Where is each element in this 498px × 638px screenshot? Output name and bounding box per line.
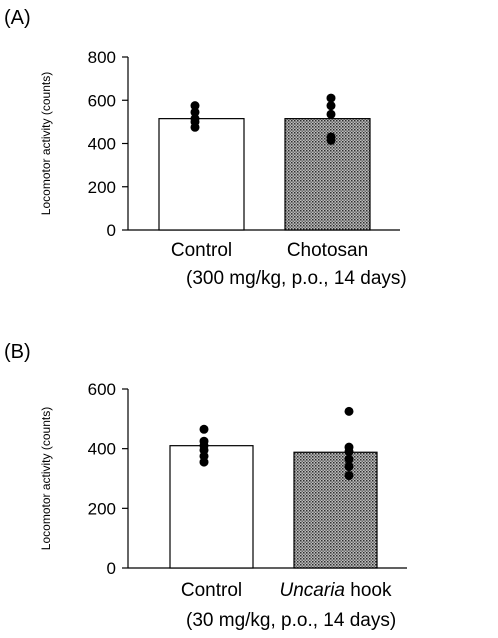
bar-2 [293, 451, 378, 569]
category-text-part: Control [181, 580, 242, 601]
data-point [326, 93, 336, 103]
category-text-part: Chotosan [287, 240, 368, 261]
y-axis-label: Locomotor activity (counts) [39, 72, 53, 215]
y-tick-label: 400 [88, 440, 116, 459]
category-label: Uncaria hook [280, 580, 392, 601]
data-point [190, 101, 200, 111]
category-label: Chotosan [287, 240, 368, 261]
data-point [344, 454, 354, 464]
category-text-part: Control [171, 240, 232, 261]
y-tick-label: 400 [88, 135, 116, 154]
category-label: Control [171, 240, 232, 261]
y-tick-label: 0 [107, 221, 116, 240]
y-tick-label: 200 [88, 178, 116, 197]
y-tick-label: 800 [88, 48, 116, 67]
treatment-note: (300 mg/kg, p.o., 14 days) [186, 268, 407, 289]
y-axis-label: Locomotor activity (counts) [39, 407, 53, 550]
bar-1 [169, 445, 254, 569]
data-point [190, 122, 200, 132]
y-tick-label: 600 [88, 380, 116, 399]
data-point [344, 462, 354, 472]
data-point [199, 424, 209, 434]
data-point [190, 107, 200, 117]
y-tick-label: 600 [88, 91, 116, 110]
panel-label: (A) [4, 7, 31, 29]
data-point [326, 101, 336, 111]
data-point [344, 447, 354, 457]
panel-b-chart: (B) 0 200 400 600 Locomotor activity (counts)… [4, 341, 407, 631]
y-tick-label: 0 [107, 559, 116, 578]
y-tick-label: 200 [88, 499, 116, 518]
category-label: Control [181, 580, 242, 601]
category-italic-part: Uncaria [280, 580, 345, 601]
data-point [326, 135, 336, 145]
treatment-note: (30 mg/kg, p.o., 14 days) [186, 610, 396, 631]
panel-a-chart: (A) 0 200 400 600 800 Locomotor activity (coun… [4, 7, 407, 289]
category-text-part: hook [350, 580, 392, 601]
data-point [344, 406, 354, 416]
data-point [199, 457, 209, 467]
data-point [326, 109, 336, 119]
panel-label: (B) [4, 341, 31, 363]
bar-1 [158, 118, 245, 231]
data-point [344, 471, 354, 481]
